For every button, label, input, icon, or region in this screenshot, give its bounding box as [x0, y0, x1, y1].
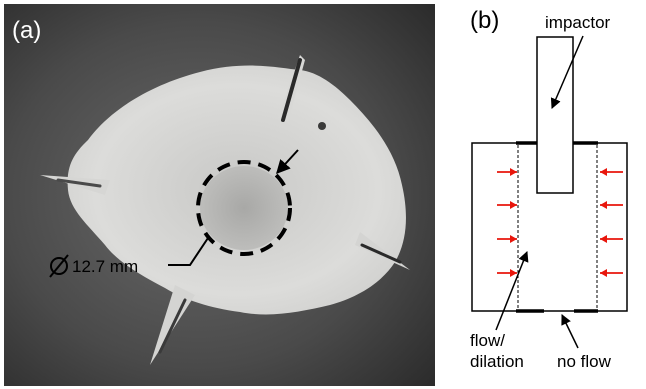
flow-label-line1: flow/: [470, 331, 505, 350]
no-flow-arrow: [561, 314, 579, 349]
diameter-value: 12.7 mm: [72, 257, 138, 276]
impactor-label: impactor: [545, 13, 611, 32]
pressure-arrow-right-2: [600, 201, 623, 209]
panel-b-schematic: (b) impactor flow/ dilation no flow: [470, 7, 628, 371]
pressure-arrow-left-4: [497, 269, 517, 277]
diameter-label: 12.7 mm: [49, 254, 138, 278]
impact-region: [200, 166, 288, 250]
panel-a-label: (a): [12, 17, 41, 44]
pressure-arrows-right: [600, 168, 623, 277]
impact-dashed-circle: [196, 160, 292, 256]
pressure-arrows-left: [497, 168, 517, 277]
spike-crack-top: [281, 58, 302, 122]
diameter-symbol: [50, 257, 68, 275]
flow-label-line2: dilation: [470, 352, 524, 371]
edge-arrow: [276, 149, 299, 175]
flow-arrow: [495, 251, 529, 331]
panel-a-photo: (a) 12.7 mm: [4, 4, 435, 386]
pressure-arrow-right-4: [600, 269, 623, 277]
spike-crack-left: [56, 178, 102, 188]
impactor-arrow: [550, 35, 584, 109]
no-flow-label: no flow: [557, 352, 612, 371]
pressure-arrow-right-1: [600, 168, 623, 176]
pressure-arrow-right-3: [600, 235, 623, 243]
spike-crack-right: [360, 243, 402, 264]
pressure-arrow-left-1: [497, 168, 517, 176]
diameter-leader-line: [168, 237, 209, 266]
diameter-symbol-slash: [49, 254, 69, 278]
surface-spot: [318, 122, 326, 130]
panel-b-label: (b): [470, 7, 499, 34]
impactor-rod: [536, 36, 574, 194]
pressure-arrow-left-3: [497, 235, 517, 243]
pressure-arrow-left-2: [497, 201, 517, 209]
spike-crack-bottom-left: [158, 298, 187, 354]
